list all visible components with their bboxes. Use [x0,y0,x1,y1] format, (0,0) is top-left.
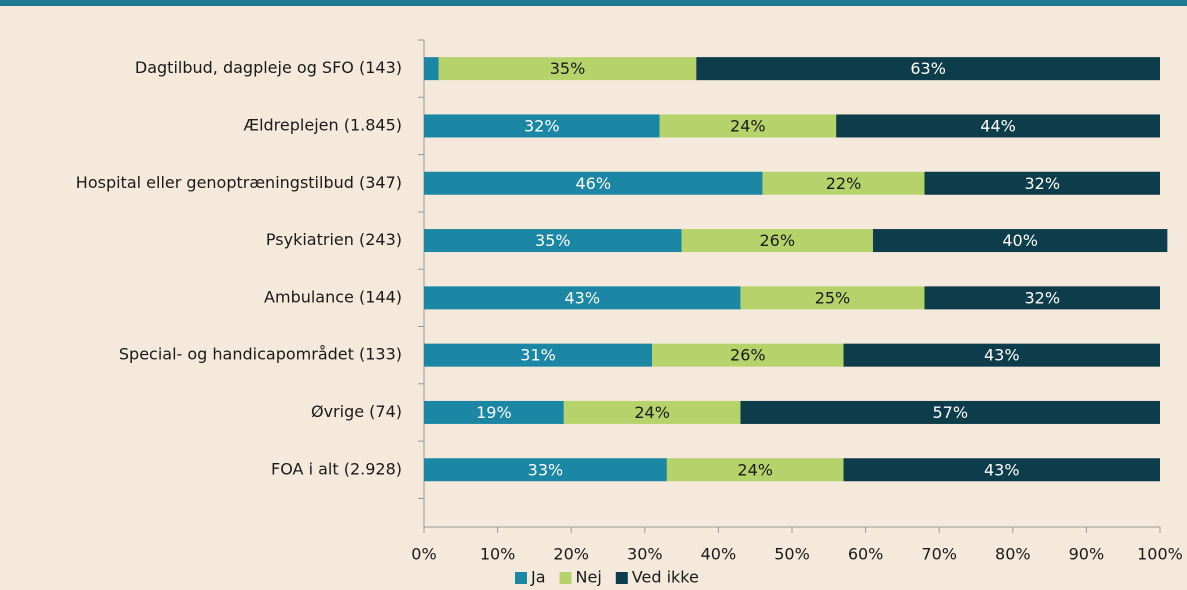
data-label: 26% [759,231,795,250]
data-label: 40% [1002,231,1038,250]
bar-segment [740,286,925,310]
data-label: 63% [910,59,946,78]
bar-segment [740,400,1160,424]
y-tick-label: Special- og handicapområdet (133) [119,345,402,364]
x-tick-label: 0% [411,545,436,564]
bar-segment [424,343,653,367]
data-label: 22% [826,174,862,193]
bar-segment [424,114,660,138]
bar-segment [762,171,925,195]
bar-segment [924,171,1160,195]
bar-segment [438,57,697,81]
legend-label: Ja [530,568,546,587]
bar-segment [836,114,1160,138]
y-tick-label: Ambulance (144) [264,287,402,306]
data-label: 44% [980,116,1016,135]
bar-segment [424,458,667,482]
top-stripe [0,0,1187,6]
data-label: 19% [476,403,512,422]
bar-segment [666,458,844,482]
legend-label: Nej [576,568,602,587]
data-label: 35% [550,59,586,78]
data-label: 46% [575,174,611,193]
bar-segment [696,57,1160,81]
bar-segment [652,343,844,367]
data-label: 24% [634,403,670,422]
x-tick-label: 70% [921,545,957,564]
data-label: 24% [730,116,766,135]
bar-segment [424,229,682,253]
bar-segment [659,114,837,138]
bar-segment [924,286,1160,310]
data-label: 25% [815,288,851,307]
x-tick-label: 10% [480,545,516,564]
bar-segment [424,57,439,81]
x-tick-label: 40% [701,545,737,564]
x-tick-label: 50% [774,545,810,564]
bar-segment [872,229,1168,253]
data-label: 43% [984,346,1020,365]
x-tick-label: 100% [1137,545,1183,564]
x-tick-label: 90% [1069,545,1105,564]
x-tick-label: 80% [995,545,1031,564]
bar-segment [843,458,1160,482]
bar-segment [424,171,763,195]
bar-segment [843,343,1160,367]
y-tick-label: Hospital eller genoptræningstilbud (347) [76,173,402,192]
y-tick-label: FOA i alt (2.928) [271,459,402,478]
data-label: 32% [524,116,560,135]
data-label: 57% [932,403,968,422]
bar-segment [424,400,564,424]
x-tick-label: 30% [627,545,663,564]
data-label: 43% [564,288,600,307]
legend-swatch [615,572,628,584]
data-label: 24% [737,460,773,479]
bar-segment [563,400,741,424]
legend-swatch [559,572,572,584]
data-label: 32% [1024,288,1060,307]
legend-label: Ved ikke [632,568,699,587]
bar-segment [681,229,873,253]
y-tick-label: Dagtilbud, dagpleje og SFO (143) [135,58,402,77]
y-tick-label: Ældreplejen (1.845) [243,115,402,134]
x-tick-label: 20% [553,545,589,564]
data-label: 33% [528,460,564,479]
x-tick-label: 60% [848,545,884,564]
data-label: 26% [730,346,766,365]
bar-segment [424,286,741,310]
data-label: 32% [1024,174,1060,193]
data-label: 35% [535,231,571,250]
legend-swatch [515,572,527,584]
data-label: 43% [984,460,1020,479]
y-tick-label: Øvrige (74) [311,402,402,421]
data-label: 31% [520,346,556,365]
y-tick-label: Psykiatrien (243) [266,230,402,249]
